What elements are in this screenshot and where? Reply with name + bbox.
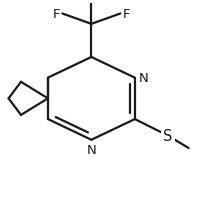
- Text: F: F: [122, 8, 130, 21]
- Text: N: N: [86, 143, 96, 156]
- Text: N: N: [139, 72, 149, 85]
- Text: S: S: [163, 129, 173, 143]
- Text: F: F: [88, 0, 95, 3]
- Text: F: F: [53, 8, 60, 21]
